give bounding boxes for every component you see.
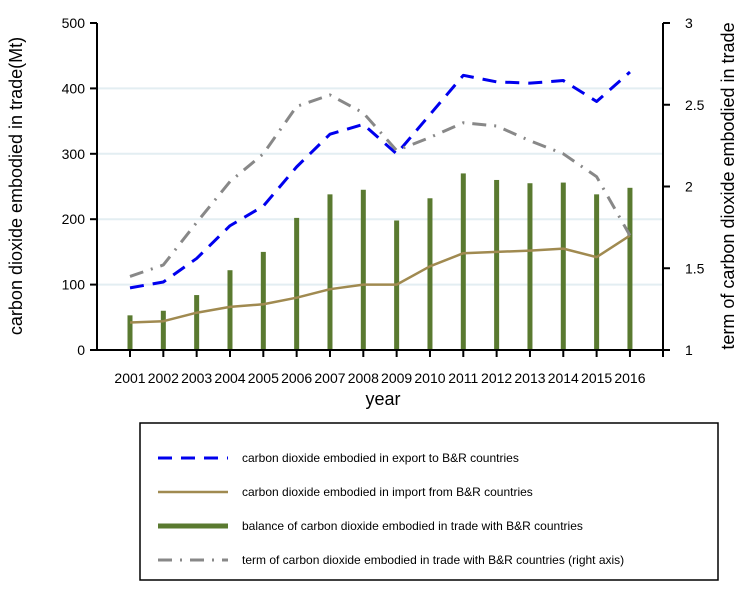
x-tick-label: 2014 [548,370,579,386]
x-tick-label: 2005 [248,370,279,386]
x-axis-label: year [365,389,400,409]
bar [494,179,500,350]
bar [194,295,200,350]
y-tick-label: 500 [62,15,86,31]
y-tick-label: 100 [62,277,86,293]
legend-label: balance of carbon dioxide embodied in tr… [242,519,583,533]
x-tick-label: 2006 [281,370,312,386]
bar [460,173,466,350]
y2-tick-label: 2 [685,179,693,195]
y2-tick-label: 2.5 [685,97,705,113]
x-tick-label: 2003 [181,370,212,386]
legend-label: carbon dioxide embodied in export to B&R… [242,451,519,465]
bar [127,315,133,350]
x-tick-label: 2012 [481,370,512,386]
x-tick-label: 2002 [148,370,179,386]
y-tick-label: 200 [62,211,86,227]
bar [294,217,300,350]
bar [260,251,266,350]
x-tick-label: 2007 [314,370,345,386]
x-tick-label: 2008 [348,370,379,386]
y-tick-label: 400 [62,80,86,96]
bar [160,310,166,350]
y-axis-label: carbon dioxide embodied in trade(Mt) [6,37,26,335]
x-tick-label: 2004 [214,370,245,386]
y2-tick-label: 3 [685,15,693,31]
y-tick-label: 300 [62,146,86,162]
bar [227,270,233,350]
series-line [129,234,631,324]
x-tick-label: 2015 [581,370,612,386]
y2-axis-label: term of carbon dioxide embodied in trade [718,22,738,349]
x-tick-label: 2016 [614,370,645,386]
bar [360,189,366,350]
bar [427,198,433,350]
bar [594,194,600,350]
series-line [129,70,631,290]
x-tick-label: 2010 [414,370,445,386]
x-tick-label: 2009 [381,370,412,386]
y-tick-label: 0 [77,342,85,358]
legend-label: carbon dioxide embodied in import from B… [242,485,533,499]
y2-tick-label: 1 [685,342,693,358]
bar [627,187,633,350]
bar [560,182,566,350]
bar [327,194,333,350]
y2-tick-label: 1.5 [685,260,705,276]
bar [527,183,533,350]
x-tick-label: 2013 [514,370,545,386]
x-tick-label: 2001 [114,370,145,386]
legend-box [139,422,719,581]
legend-label: term of carbon dioxide embodied in trade… [242,553,624,567]
x-tick-label: 2011 [448,370,478,386]
